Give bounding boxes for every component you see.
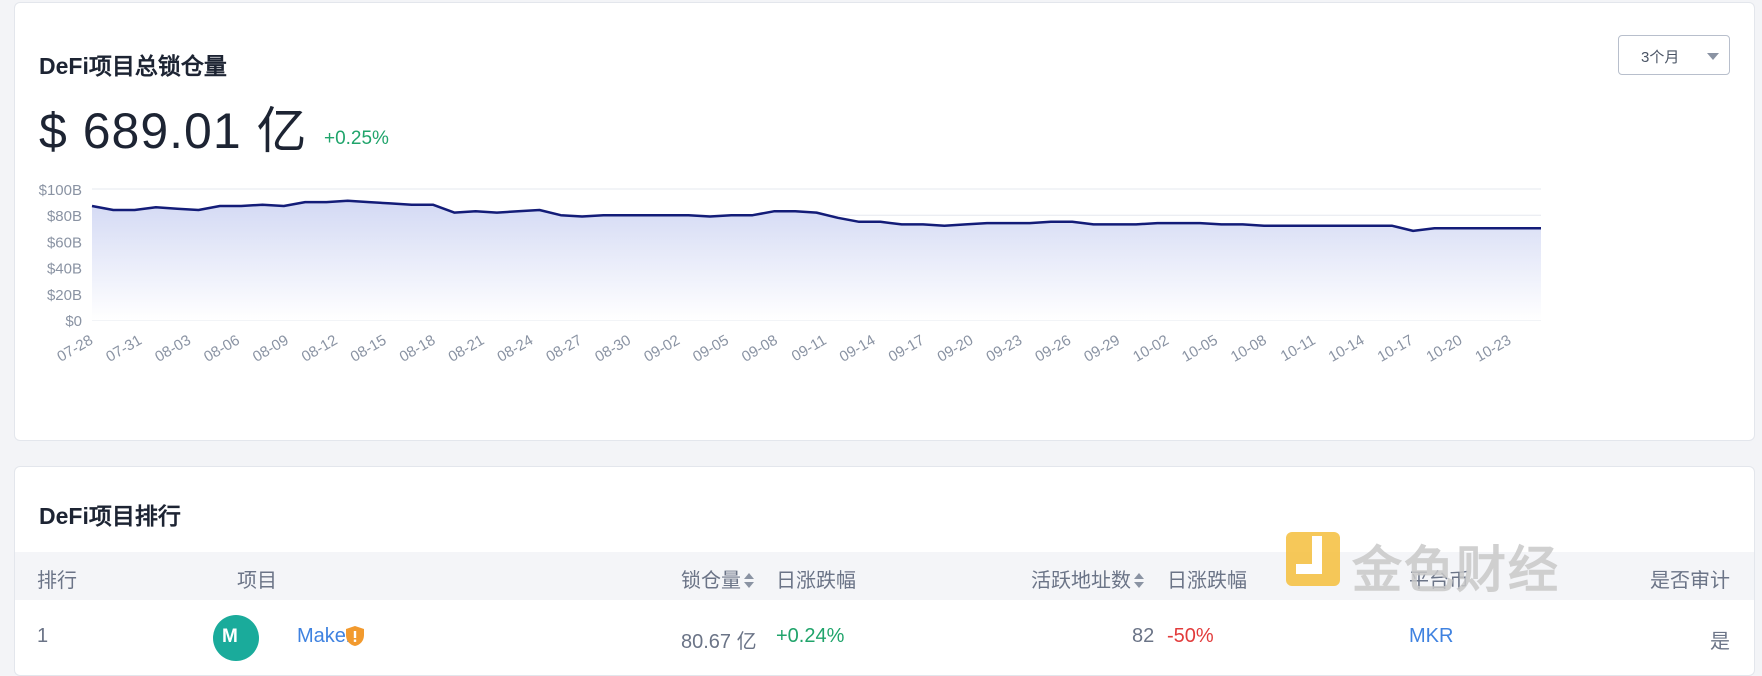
x-tick-label: 08-06 [201, 332, 243, 366]
x-tick-label: 08-09 [250, 332, 292, 366]
x-tick-label: 10-08 [1228, 332, 1270, 366]
x-tick-label: 09-05 [690, 332, 732, 366]
header-active-addresses-sort[interactable]: 活跃地址数 [1031, 564, 1144, 593]
sort-icon [1134, 571, 1144, 589]
tvl-line [91, 199, 1541, 233]
x-tick-label: 10-05 [1179, 332, 1221, 366]
x-tick-label: 08-30 [592, 332, 634, 366]
tvl-area-fill [92, 200, 1541, 320]
header-audited: 是否审计 [1650, 570, 1730, 592]
x-tick-label: 10-11 [1278, 332, 1319, 365]
y-tick-label: $20B [47, 287, 82, 304]
watermark-text: 金色财经 [1352, 542, 1560, 598]
chevron-down-icon [1707, 53, 1719, 60]
ranking-card: DeFi项目排行 排行 项目 锁仓量 日涨跌幅 活跃地址数 日涨跌幅 平台币 是… [14, 466, 1755, 676]
tvl-title: DeFi项目总锁仓量 [39, 53, 227, 79]
watermark: 金色财经 [1282, 528, 1562, 598]
row-active-addresses: 82 [1132, 625, 1155, 647]
y-tick-label: $40B [47, 261, 82, 278]
tvl-value-row: $ 689.01 亿 +0.25% [39, 91, 389, 159]
x-tick-label: 07-28 [54, 332, 96, 366]
x-tick-label: 09-26 [1032, 332, 1074, 366]
x-tick-label: 09-02 [641, 332, 683, 366]
x-tick-label: 08-21 [445, 332, 487, 366]
sort-icon [744, 571, 754, 589]
time-range-select[interactable]: 3个月 [1618, 35, 1730, 75]
header-token: 平台币 [1409, 570, 1469, 592]
x-tick-label: 10-23 [1472, 332, 1514, 366]
y-tick-label: $80B [47, 208, 82, 225]
header-rank: 排行 [37, 570, 77, 592]
x-tick-label: 09-08 [739, 332, 781, 366]
x-tick-label: 08-18 [397, 332, 439, 366]
header-active-addresses: 活跃地址数 [1031, 570, 1131, 592]
x-tick-label: 10-14 [1326, 332, 1368, 366]
header-project: 项目 [237, 570, 277, 592]
x-tick-label: 09-29 [1081, 332, 1123, 366]
x-tick-label: 09-11 [789, 332, 830, 365]
header-tvl: 锁仓量 [681, 570, 741, 592]
row-tvl-change: +0.24% [776, 625, 845, 647]
tvl-value: $ 689.01 亿 [39, 103, 308, 159]
shield-icon [346, 626, 364, 646]
x-tick-label: 09-20 [934, 332, 976, 366]
x-tick-label: 10-02 [1130, 332, 1172, 366]
project-name-link[interactable]: Maker [297, 625, 353, 647]
header-tvl-change: 日涨跌幅 [776, 570, 856, 592]
tvl-card: DeFi项目总锁仓量 $ 689.01 亿 +0.25% 3个月 $100B $8… [14, 2, 1755, 441]
y-tick-label: $60B [47, 234, 82, 251]
table-header: 排行 项目 锁仓量 日涨跌幅 活跃地址数 日涨跌幅 平台币 是否审计 [15, 552, 1754, 600]
row-audited: 是 [1710, 631, 1730, 653]
x-tick-label: 10-17 [1375, 332, 1417, 366]
header-addr-change: 日涨跌幅 [1167, 570, 1247, 592]
time-range-label: 3个月 [1641, 49, 1680, 66]
y-tick-label: $100B [39, 183, 82, 199]
header-tvl-sort[interactable]: 锁仓量 [681, 564, 754, 593]
x-tick-label: 09-17 [886, 332, 928, 366]
y-tick-label: $0 [65, 313, 82, 330]
ranking-title: DeFi项目排行 [39, 503, 181, 529]
tvl-change: +0.25% [323, 128, 389, 149]
x-tick-label: 09-14 [837, 332, 879, 366]
tvl-area-chart: $100B$80B$60B$40B$20B$007-28 07-31 08-03 08… [39, 183, 1541, 366]
x-tick-label: 08-03 [152, 332, 194, 366]
x-tick-label: 07-31 [103, 332, 145, 366]
watermark-logo-icon [1286, 532, 1340, 586]
x-tick-label: 08-15 [348, 332, 390, 366]
x-tick-label: 09-23 [983, 332, 1025, 366]
x-tick-label: 10-20 [1423, 332, 1465, 366]
maker-logo-icon: M [213, 615, 259, 661]
row-rank: 1 [37, 625, 49, 647]
x-tick-label: 08-24 [494, 332, 536, 366]
x-tick-label: 08-12 [299, 332, 341, 366]
x-tick-label: 08-27 [543, 332, 585, 366]
table-row[interactable]: 1 M Maker 80.67 亿 +0.24% 82 -50% MKR 是 [15, 600, 1754, 675]
row-token-link[interactable]: MKR [1409, 625, 1454, 647]
row-addr-change: -50% [1167, 625, 1214, 647]
row-tvl: 80.67 亿 [681, 631, 757, 653]
